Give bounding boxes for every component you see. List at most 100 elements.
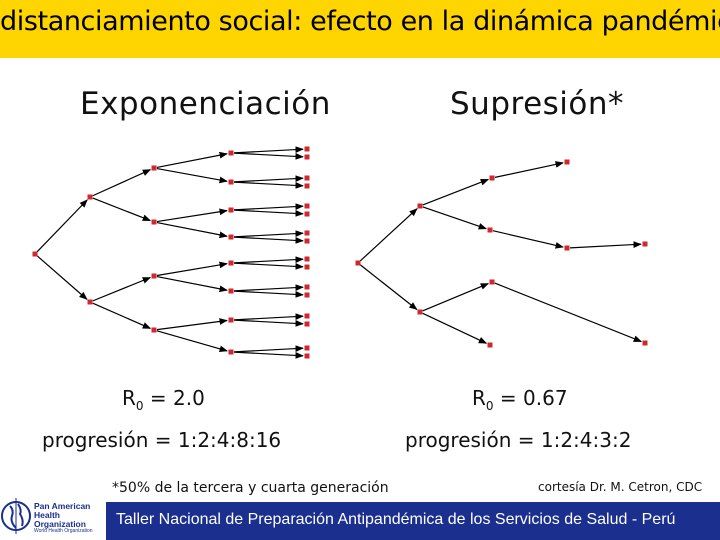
exponential-edge [233,230,304,238]
logo-line-1: Pan American [34,501,91,511]
paho-logo: Pan American Health Organization World H… [0,494,106,540]
exponential-node [304,321,310,327]
exponential-node [304,313,310,319]
suppression-edge [569,241,642,249]
right-heading: Supresión* [450,86,625,122]
exponential-edge [156,275,228,293]
suppression-edge [422,312,488,344]
right-r0-symbol: R [472,386,486,410]
exponential-edge [233,284,304,292]
exponential-node [304,211,310,217]
exponential-edge [233,203,304,211]
left-r0-subscript: 0 [135,399,144,413]
exponential-edge [92,197,152,222]
suppression-edge [422,178,490,206]
exponential-edge [233,175,304,183]
exponential-node [304,183,310,189]
title-bar [0,0,720,58]
exponential-node [228,317,234,323]
exponential-node [228,349,234,355]
suppression-node [642,241,648,247]
exponential-node [304,203,310,209]
exponential-node [304,175,310,181]
exponential-edge [92,169,152,197]
exponential-node [228,288,234,294]
right-progression: progresión = 1:2:4:3:2 [405,428,632,452]
exponential-edge [233,313,304,321]
suppression-node [642,340,648,346]
suppression-node [487,227,493,233]
exponential-edge [233,181,304,189]
footnote: *50% de la tercera y cuarta generación [112,480,389,496]
left-r0-symbol: R [122,386,136,410]
exponential-node [304,230,310,236]
bottom-banner-text: Taller Nacional de Preparación Antipandé… [116,511,676,528]
exponential-node [304,345,310,351]
suppression-node [564,159,570,165]
exponential-node [304,353,310,359]
suppression-edge [422,282,490,312]
suppression-node [564,245,570,251]
suppression-edge [494,161,564,178]
exponential-edge [156,221,228,239]
credit: cortesía Dr. M. Cetron, CDC [538,480,703,494]
logo-line-2: Health [34,510,60,520]
exponential-node [304,154,310,160]
suppression-node [417,309,423,315]
left-heading: Exponenciación [80,86,331,122]
exponential-edge [233,319,304,327]
right-r0-value: = 0.67 [493,386,568,410]
left-r0-value: = 2.0 [143,386,205,410]
globe-logo-icon [1,498,31,534]
exponential-node [228,179,234,185]
exponential-node [304,264,310,270]
left-progression: progresión = 1:2:4:8:16 [42,428,282,452]
exponential-edge [156,261,228,277]
slide-title: distanciamiento social: efecto en la din… [0,6,720,37]
exponential-edge [92,302,152,329]
exponential-edge [156,330,228,353]
exponential-node [228,207,234,213]
exponential-edge [156,167,228,184]
exponential-node [32,251,38,257]
exponential-edge [233,345,304,353]
exponential-edge [233,262,304,270]
exponential-node [304,146,310,152]
exponential-node [151,165,157,171]
exponential-node [228,234,234,240]
exponential-edge [233,236,304,244]
suppression-edge [359,208,418,262]
exponential-node [304,238,310,244]
exponential-edge [233,351,304,359]
suppression-edge [422,206,488,230]
exponential-tree [32,146,310,359]
exponential-node [151,327,157,333]
exponential-node [151,219,157,225]
exponential-edge [92,276,152,302]
exponential-node [151,273,157,279]
exponential-edge [233,290,304,298]
exponential-node [304,256,310,262]
suppression-edge [359,264,418,311]
exponential-edge [233,152,304,160]
right-r0: R0 = 0.67 [472,386,568,413]
exponential-node [304,284,310,290]
exponential-edge [156,208,228,223]
exponential-node [87,194,93,200]
exponential-edge [156,151,228,169]
bottom-banner [106,502,720,540]
right-r0-subscript: 0 [485,399,494,413]
exponential-edge [233,209,304,217]
exponential-node [87,299,93,305]
exponential-edge [233,146,304,154]
suppression-node [489,279,495,285]
logo-line-3: Organization [34,519,86,529]
suppression-edge [494,282,643,343]
exponential-edge [36,199,88,253]
logo-subtitle: World Health Organization [34,528,93,534]
exponential-node [228,260,234,266]
exponential-node [304,292,310,298]
left-r0: R0 = 2.0 [122,386,205,413]
exponential-edge [156,318,228,331]
